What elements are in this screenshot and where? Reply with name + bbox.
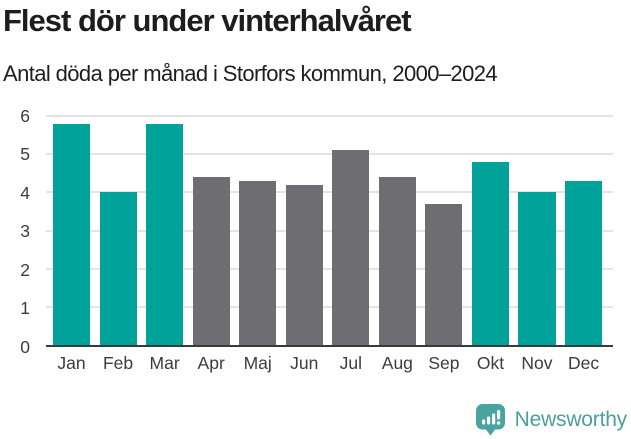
bars-container xyxy=(46,116,613,345)
gridline-1 xyxy=(46,305,613,308)
bar-jun xyxy=(285,184,323,345)
y-tick-label-3: 3 xyxy=(20,220,30,241)
newsworthy-logo[interactable]: Newsworthy xyxy=(473,403,627,436)
bar-jul xyxy=(332,150,370,345)
x-tick-label-okt: Okt xyxy=(476,353,505,373)
bar-okt xyxy=(471,161,509,345)
x-tick-label-nov: Nov xyxy=(521,353,553,373)
bar-maj xyxy=(239,180,277,345)
y-tick-label-1: 1 xyxy=(20,297,30,318)
bar-dec xyxy=(565,180,603,345)
y-tick-label-0: 0 xyxy=(20,336,30,357)
newsworthy-logo-icon xyxy=(475,404,505,436)
x-tick-label-aug: Aug xyxy=(381,353,413,373)
x-tick-label-jan: Jan xyxy=(57,353,86,373)
x-tick-label-feb: Feb xyxy=(102,353,134,373)
gridline-4 xyxy=(46,191,613,194)
bar-jan xyxy=(53,123,91,345)
x-tick-label-sep: Sep xyxy=(428,353,460,373)
x-tick-label-jul: Jul xyxy=(339,353,362,373)
bar-mar xyxy=(146,123,184,345)
bar-chart: 0 1 2 3 4 5 6 xyxy=(0,107,631,355)
chart-title: Flest dör under vinterhalvåret xyxy=(3,3,412,38)
gridline-3 xyxy=(46,229,613,232)
y-tick-label-5: 5 xyxy=(20,143,30,164)
bar-nov xyxy=(518,192,556,345)
gridline-2 xyxy=(46,267,613,270)
y-axis: 0 1 2 3 4 5 6 xyxy=(0,107,32,355)
x-tick-label-mar: Mar xyxy=(149,353,180,373)
x-tick-label-dec: Dec xyxy=(567,353,600,373)
gridline-6 xyxy=(46,115,613,117)
x-tick-label-jun: Jun xyxy=(290,353,319,373)
x-tick-label-apr: Apr xyxy=(197,353,225,373)
y-tick-label-2: 2 xyxy=(20,259,30,280)
x-tick-label-maj: Maj xyxy=(243,353,272,373)
brand-name: Newsworthy xyxy=(514,407,628,431)
bar-sep xyxy=(425,203,463,345)
chart-subtitle: Antal döda per månad i Storfors kommun, … xyxy=(3,61,498,86)
bar-apr xyxy=(192,177,230,345)
bar-aug xyxy=(378,177,416,345)
plot-area xyxy=(46,115,613,347)
y-tick-label-6: 6 xyxy=(20,105,30,126)
gridline-5 xyxy=(46,153,613,156)
x-axis: Jan Feb Mar Apr Maj Jun Jul Aug Sep Okt Nov Dec xyxy=(46,353,613,374)
bar-feb xyxy=(99,192,137,345)
y-tick-label-4: 4 xyxy=(20,182,30,203)
